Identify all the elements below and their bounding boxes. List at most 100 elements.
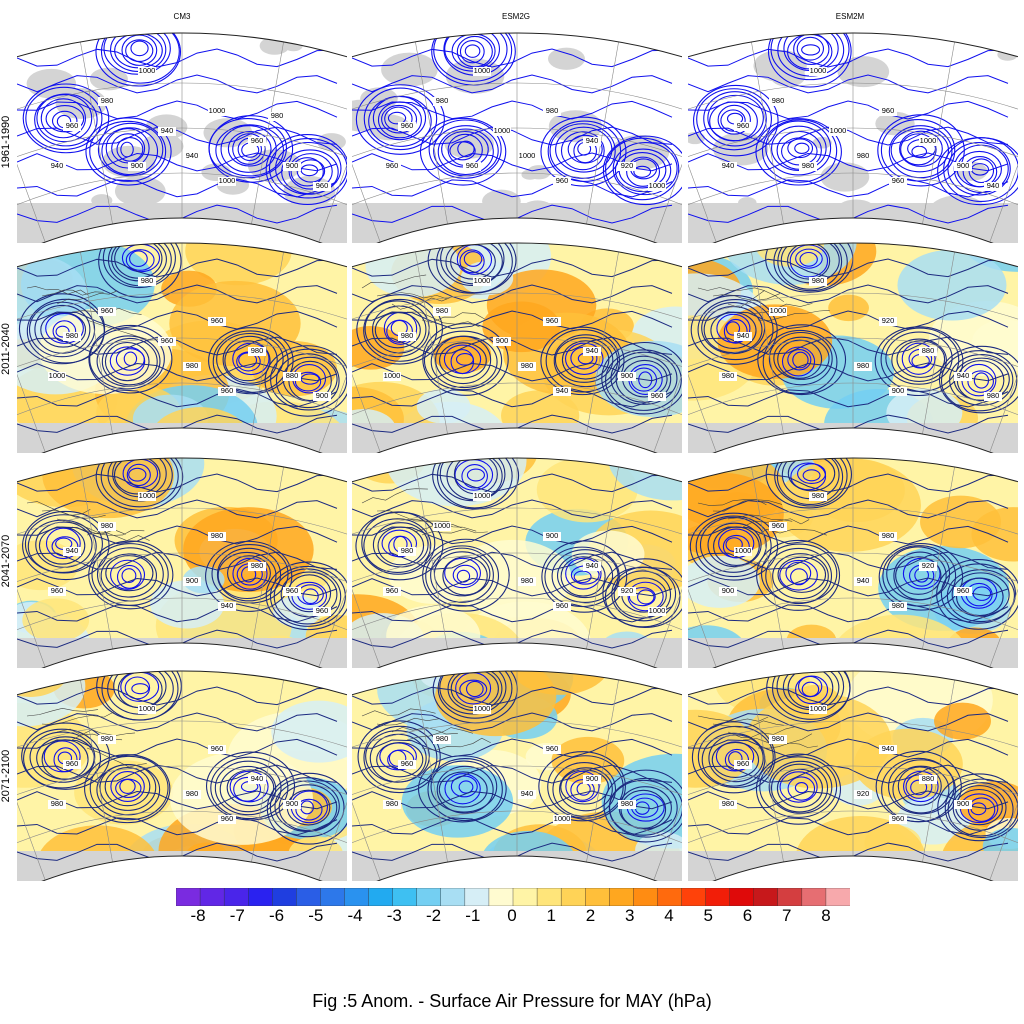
contour-label-bg <box>473 277 491 286</box>
isobar-contour <box>104 341 150 382</box>
column-title-esm2g: ESM2G <box>501 12 530 21</box>
contour-label: 960 <box>466 161 479 170</box>
colorbar-swatch <box>681 887 707 907</box>
isobar-contour <box>785 561 812 585</box>
isobar-contour <box>269 777 345 838</box>
contour-label-bg <box>769 735 787 744</box>
isobar-contour <box>208 327 294 395</box>
isobar-contour <box>430 335 498 389</box>
isobar-line <box>17 816 338 836</box>
contour-label: 1000 <box>810 66 827 75</box>
isobar-contour <box>113 458 161 495</box>
contour-label: 1000 <box>474 704 491 713</box>
contour-label-bg <box>518 790 536 799</box>
contour-label-bg <box>313 392 331 401</box>
column-title-esm2m: ESM2M <box>835 12 865 21</box>
isobar-contour <box>210 756 289 820</box>
colorbar-swatch <box>368 887 394 907</box>
isobar-contour <box>22 83 110 154</box>
isobar-line <box>352 738 673 758</box>
contour-label: 940 <box>957 371 970 380</box>
isobar-line <box>17 74 338 94</box>
contour-label-bg <box>879 745 897 754</box>
contour-label-bg <box>919 137 937 146</box>
isobar-contour <box>696 88 772 151</box>
isobar-contour <box>708 734 764 783</box>
contour-label-bg <box>618 372 636 381</box>
isobar-contour <box>452 564 478 586</box>
isobar-contour <box>795 675 829 705</box>
parallel <box>688 597 1018 640</box>
contour-label: 980 <box>521 576 534 585</box>
contour-label-bg <box>854 362 872 371</box>
isobar-line <box>17 152 338 172</box>
contour-label: 980 <box>211 531 224 540</box>
isobar-contour <box>795 248 823 269</box>
contour-label-bg <box>769 307 787 316</box>
isobar-line <box>352 126 673 146</box>
contour-label: 940 <box>521 789 534 798</box>
isobar-contour <box>368 95 432 147</box>
meridian <box>586 41 619 225</box>
contour-label-bg <box>618 587 636 596</box>
parallel <box>688 507 1018 559</box>
contour-label-bg <box>919 562 937 571</box>
contour-label-bg <box>954 800 972 809</box>
parallel <box>352 292 682 344</box>
isobar-contour <box>300 373 320 385</box>
isobar-contour <box>36 94 93 143</box>
isobar-contour <box>802 469 821 482</box>
isobar-contour <box>761 119 838 183</box>
isobar-contour <box>229 770 269 803</box>
isobar-line <box>688 473 1009 493</box>
isobar-contour <box>774 458 848 507</box>
isobar-contour <box>96 764 161 816</box>
isobar-contour <box>779 771 818 803</box>
meridian <box>653 278 682 453</box>
isobar-line <box>352 816 673 836</box>
parallel <box>17 82 347 134</box>
contour-label-bg <box>769 97 787 106</box>
contour-label-bg <box>248 347 266 356</box>
isobar-contour <box>444 773 481 805</box>
contour-label-bg <box>919 347 937 356</box>
colorbar-swatch <box>199 887 225 907</box>
meridian <box>653 68 682 243</box>
isobar-contour <box>896 340 946 378</box>
land-mask-patch <box>547 47 585 70</box>
isobar-contour <box>100 33 180 84</box>
isobar-line <box>352 473 673 493</box>
isobar-line <box>688 603 1009 623</box>
isobar-contour <box>459 39 485 64</box>
isobar-contour <box>874 326 964 397</box>
contour-label: 1000 <box>384 371 401 380</box>
isobar-line <box>17 126 338 146</box>
colorbar-swatch <box>705 887 731 907</box>
isobar-contour <box>605 349 682 411</box>
contour-label-bg <box>208 745 226 754</box>
isobar-contour <box>570 779 595 801</box>
contour-label-bg <box>138 277 156 286</box>
isobar-contour <box>768 331 833 386</box>
contour-label: 960 <box>892 814 905 823</box>
isobar-contour <box>765 547 833 605</box>
isobar-contour <box>794 781 809 794</box>
isobar-contour <box>565 770 600 803</box>
contour-label-bg <box>854 577 872 586</box>
contour-label-bg <box>208 532 226 541</box>
contour-label: 920 <box>882 316 895 325</box>
isobar-contour <box>45 527 81 560</box>
isobar-contour <box>905 774 933 799</box>
isobar-line <box>17 738 338 758</box>
isobar-contour <box>437 128 494 176</box>
isobar-contour <box>103 33 171 75</box>
meridian <box>751 679 784 863</box>
isobar-contour <box>553 334 619 388</box>
contour-label-bg <box>954 372 972 381</box>
isobar-contour <box>540 326 625 396</box>
isobar-contour <box>900 133 937 166</box>
contour-label: 960 <box>66 759 79 768</box>
isobar-line <box>17 790 338 810</box>
isobar-contour <box>779 559 818 591</box>
meridian <box>922 466 955 650</box>
